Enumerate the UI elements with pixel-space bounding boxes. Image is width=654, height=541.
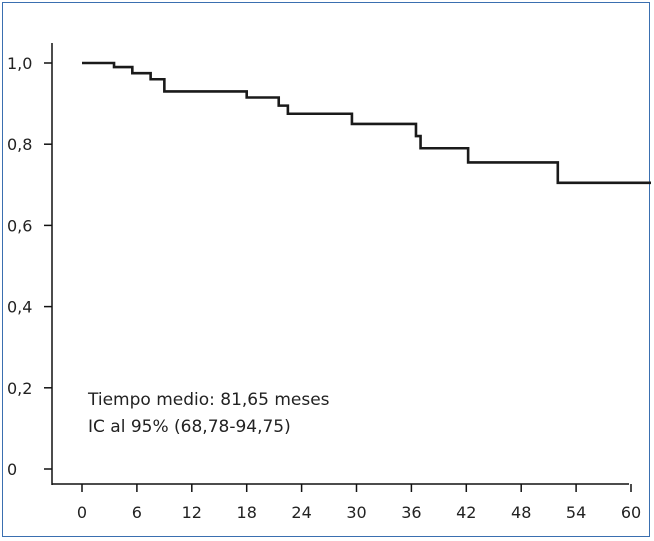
- x-tick-label: 48: [511, 503, 531, 522]
- survival-curve: [82, 61, 651, 185]
- survival-chart: 0 0,2 0,4 0,6 0,8 1,0 0 6 12 18 24 30 36 42 48 54 60 Ti…: [7, 43, 651, 522]
- y-tick-label: 0,4: [7, 298, 32, 317]
- x-ticks: 0 6 12 18 24 30 36 42 48 54 60: [77, 484, 641, 522]
- x-tick-label: 54: [566, 503, 586, 522]
- x-tick-label: 18: [237, 503, 257, 522]
- x-tick-label: 12: [182, 503, 202, 522]
- y-tick-label: 0: [7, 460, 17, 479]
- x-tick-label: 36: [401, 503, 421, 522]
- x-tick-label: 24: [291, 503, 311, 522]
- x-tick-label: 30: [346, 503, 366, 522]
- y-tick-label: 0,2: [7, 379, 32, 398]
- x-tick-label: 42: [456, 503, 476, 522]
- y-ticks: 0 0,2 0,4 0,6 0,8 1,0: [7, 54, 52, 479]
- y-tick-label: 0,6: [7, 216, 32, 235]
- ci-annotation: IC al 95% (68,78-94,75): [88, 417, 291, 437]
- x-tick-label: 6: [132, 503, 142, 522]
- y-tick-label: 0,8: [7, 135, 32, 154]
- y-tick-label: 1,0: [7, 54, 32, 73]
- x-tick-label: 60: [621, 503, 641, 522]
- median-time-annotation: Tiempo medio: 81,65 meses: [87, 390, 330, 410]
- x-tick-label: 0: [77, 503, 87, 522]
